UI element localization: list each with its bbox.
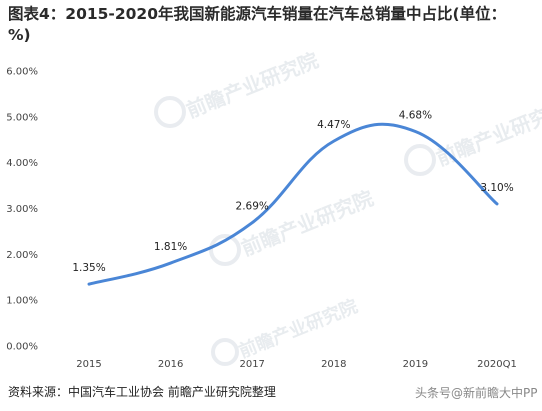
watermark-logo-icon: [154, 96, 436, 366]
y-tick-label: 4.00%: [6, 158, 38, 169]
y-tick-label: 6.00%: [6, 67, 38, 78]
x-axis: 2015 2016 2017 2018 2019 2020Q1: [76, 359, 517, 370]
data-labels: 1.35% 1.81% 2.69% 4.47% 4.68% 3.10%: [72, 110, 513, 275]
series-line: [87, 122, 499, 286]
data-label: 1.35%: [72, 262, 105, 274]
y-tick-label: 3.00%: [6, 204, 38, 215]
x-tick-label: 2017: [239, 359, 264, 370]
data-label: 3.10%: [480, 182, 513, 194]
watermark-text: 前瞻产业研究院: [183, 48, 322, 123]
x-tick-label: 2016: [158, 359, 183, 370]
watermark-text: 前瞻产业研究院: [236, 295, 361, 363]
x-tick-label: 2019: [403, 359, 428, 370]
data-label: 4.47%: [317, 119, 350, 131]
y-tick-label: 2.00%: [6, 250, 38, 261]
watermark-text: 前瞻产业研究院: [238, 186, 377, 261]
watermark-text: 前瞻产业研究院: [433, 96, 542, 171]
x-tick-label: 2015: [76, 359, 101, 370]
x-tick-label: 2020Q1: [477, 359, 517, 370]
source-note: 资料来源：中国汽车工业协会 前瞻产业研究院整理: [8, 385, 276, 399]
data-label: 4.68%: [399, 110, 432, 122]
y-tick-label: 0.00%: [6, 342, 38, 353]
data-label: 1.81%: [154, 241, 187, 253]
x-tick-label: 2018: [321, 359, 346, 370]
watermark-corner-text: 头条号@新前瞻大中PP: [415, 386, 538, 400]
data-label: 2.69%: [236, 201, 269, 213]
y-axis: 0.00% 1.00% 2.00% 3.00% 4.00% 5.00% 6.00%: [6, 67, 38, 353]
y-tick-label: 1.00%: [6, 296, 38, 307]
y-tick-label: 5.00%: [6, 112, 38, 123]
chart-title: 图表4：2015-2020年我国新能源汽车销量在汽车总销量中占比(单位：%): [8, 5, 507, 44]
watermark-layer: 前瞻产业研究院 前瞻产业研究院 前瞻产业研究院 前瞻产业研究院: [154, 48, 542, 366]
